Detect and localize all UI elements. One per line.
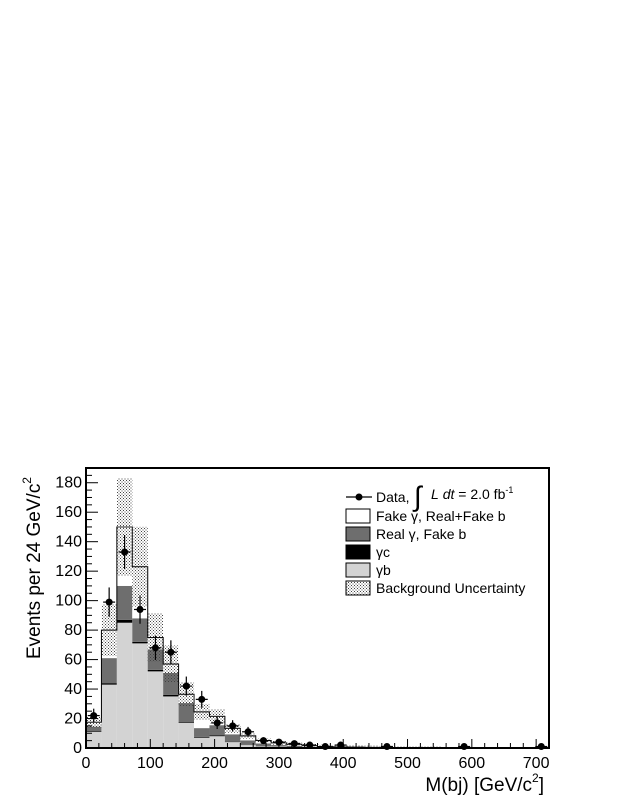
y-tick-label-9: 180 — [55, 475, 82, 492]
y-tick-label-4: 80 — [64, 622, 82, 639]
y-tick-label-0: 0 — [73, 740, 82, 757]
y-axis-title-text: Events per 24 GeV/c — [24, 484, 45, 659]
legend-data-label: Data, — [376, 489, 409, 505]
data-point-7 — [198, 696, 205, 703]
legend-swatch-gamma-b — [346, 563, 370, 577]
bar-1-4 — [148, 670, 163, 671]
x-axis-title: M(bj) [GeV/c2] — [425, 771, 544, 796]
y-tick-label-7: 140 — [55, 534, 82, 551]
legend-lumi-dt: dt — [443, 486, 456, 502]
y-tick-label-1: 20 — [64, 711, 82, 728]
x-tick-label-7: 700 — [523, 755, 550, 772]
bar-1-8 — [209, 735, 224, 736]
data-point-1 — [106, 599, 113, 606]
data-point-8 — [214, 719, 221, 726]
data-point-9 — [229, 722, 236, 729]
bar-0-2 — [117, 623, 132, 748]
legend-label-gamma-b: γb — [376, 562, 391, 578]
bar-0-4 — [148, 671, 163, 748]
bar-1-0 — [86, 731, 101, 732]
bar-1-2 — [117, 620, 132, 623]
data-point-2 — [121, 549, 128, 556]
x-axis-title-close: ] — [539, 775, 544, 796]
legend-swatch-fake-gamma — [346, 509, 370, 523]
legend-lumi-sup: -1 — [505, 485, 513, 495]
legend-label-uncertainty: Background Uncertainty — [376, 580, 525, 596]
bar-0-1 — [101, 685, 116, 748]
legend-label-gamma-c: γc — [376, 544, 390, 560]
bar-1-3 — [132, 642, 147, 643]
legend-swatch-gamma-c — [346, 545, 370, 559]
bar-1-1 — [101, 683, 116, 684]
data-point-4 — [152, 644, 159, 651]
y-tick-label-8: 160 — [55, 504, 82, 521]
x-axis-title-text: M(bj) [GeV/c — [425, 775, 532, 796]
x-tick-label-6: 600 — [458, 755, 485, 772]
bar-1-5 — [163, 695, 178, 696]
data-point-6 — [183, 683, 190, 690]
x-tick-label-3: 300 — [266, 755, 293, 772]
bar-1-6 — [179, 722, 194, 723]
x-tick-label-5: 500 — [394, 755, 421, 772]
bar-0-3 — [132, 643, 147, 748]
legend-label-fake-gamma: Fake γ, Real+Fake b — [376, 508, 506, 524]
bar-2-1 — [101, 658, 116, 683]
y-tick-label-3: 60 — [64, 652, 82, 669]
x-tick-label-1: 100 — [137, 755, 164, 772]
bar-2-2 — [117, 586, 132, 620]
legend-data-marker — [356, 494, 363, 501]
y-tick-label-2: 40 — [64, 681, 82, 698]
y-tick-label-6: 120 — [55, 563, 82, 580]
legend-swatch-uncertainty — [346, 581, 370, 595]
data-point-5 — [167, 649, 174, 656]
bar-0-5 — [163, 696, 178, 748]
bar-0-8 — [209, 736, 224, 748]
x-tick-label-4: 400 — [330, 755, 357, 772]
y-axis-title-sup: 2 — [20, 477, 34, 484]
uncertainty-band-3 — [132, 527, 147, 607]
bar-1-7 — [194, 737, 209, 738]
y-axis-title: Events per 24 GeV/c2 — [20, 477, 45, 659]
bar-2-9 — [225, 734, 240, 741]
legend-lumi-eq: = 2.0 fb — [458, 486, 505, 502]
legend-swatch-real-gamma — [346, 527, 370, 541]
legend-label-real-gamma: Real γ, Fake b — [376, 526, 466, 542]
x-tick-label-2: 200 — [201, 755, 228, 772]
x-tick-label-0: 0 — [82, 755, 91, 772]
y-tick-label-5: 100 — [55, 593, 82, 610]
data-point-10 — [245, 728, 252, 735]
bar-2-7 — [194, 728, 209, 737]
data-point-3 — [137, 606, 144, 613]
legend-lumi: L dt = 2.0 fb-1 — [431, 485, 513, 502]
legend: Data, ∫ L dt = 2.0 fb-1 Fake γ, Real+Fak… — [346, 481, 525, 596]
legend-lumi-L: L — [431, 486, 439, 502]
bar-0-6 — [179, 723, 194, 748]
